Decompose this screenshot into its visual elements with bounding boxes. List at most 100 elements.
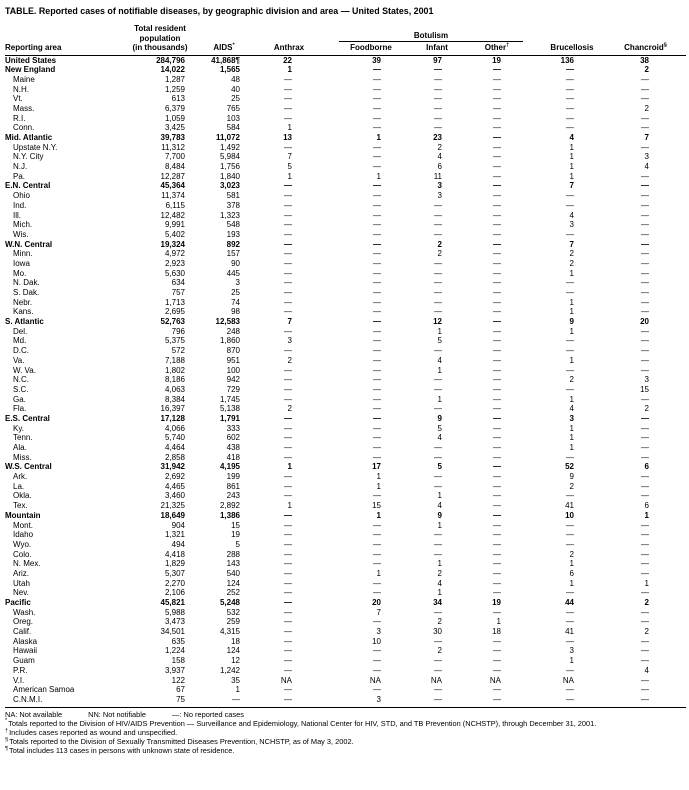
value-cell: — <box>493 268 501 278</box>
value-cell: 6 <box>437 162 442 172</box>
value-cell: — <box>434 220 442 230</box>
value-cell: 6 <box>569 568 574 578</box>
value-cell: 4,972 <box>164 249 185 259</box>
reporting-area-cell: Okla. <box>13 491 32 501</box>
value-cell: — <box>641 181 649 191</box>
value-cell: 41,868¶ <box>211 55 240 65</box>
value-cell: NA <box>489 675 501 685</box>
value-cell: 1,059 <box>164 113 185 123</box>
value-cell: — <box>284 549 292 559</box>
reporting-area-cell: Tenn. <box>13 433 33 443</box>
table-row: Mountain 18,649 1,386 — 1 9 — 10 1 <box>5 511 686 521</box>
value-cell: — <box>434 452 442 462</box>
value-cell: — <box>641 607 649 617</box>
value-cell: 1,224 <box>164 646 185 656</box>
value-cell: — <box>373 229 381 239</box>
value-cell: — <box>493 152 501 162</box>
value-cell: — <box>373 413 381 423</box>
table-row: Tex. 21,325 2,892 1 15 4 — 41 6 <box>5 501 686 511</box>
table-row: Guam 158 12 — — — — 1 — <box>5 656 686 666</box>
value-cell: — <box>284 239 292 249</box>
brucellosis-header: Brucellosis <box>539 24 605 56</box>
legend-item-nn: NN: Not notifiable <box>88 709 147 719</box>
value-cell: 2 <box>437 646 442 656</box>
reporting-area-cell: Conn. <box>13 123 35 133</box>
value-cell: 157 <box>226 249 240 259</box>
value-cell: — <box>373 520 381 530</box>
reporting-area-cell: Wash. <box>13 607 36 617</box>
value-cell: 2,692 <box>164 472 185 482</box>
value-cell: — <box>493 220 501 230</box>
value-cell: 445 <box>226 268 240 278</box>
value-cell: — <box>566 113 574 123</box>
reporting-area-cell: Va. <box>13 355 25 365</box>
value-cell: 19 <box>231 530 240 540</box>
value-cell: — <box>284 510 292 520</box>
value-cell: 4 <box>644 162 649 172</box>
value-cell: — <box>373 278 381 288</box>
value-cell: 124 <box>226 578 240 588</box>
footnote-line: †Includes cases reported as wound and un… <box>5 728 686 737</box>
table-row: Ala. 4,464 438 — — — — 1 — <box>5 443 686 453</box>
value-cell: 2 <box>287 404 292 414</box>
value-cell: — <box>284 346 292 356</box>
table-row: E.N. Central 45,364 3,023 — — 3 — 7 — <box>5 181 686 191</box>
value-cell: — <box>284 627 292 637</box>
value-cell: 2 <box>287 355 292 365</box>
value-cell: 20 <box>640 317 649 327</box>
value-cell: 8,484 <box>164 162 185 172</box>
value-cell: 333 <box>226 423 240 433</box>
value-cell: 31,942 <box>160 462 185 472</box>
value-cell: — <box>373 365 381 375</box>
value-cell: — <box>373 103 381 113</box>
table-row: Nev. 2,106 252 — — 1 — — — <box>5 588 686 598</box>
value-cell: 1 <box>569 394 574 404</box>
value-cell: — <box>641 258 649 268</box>
value-cell: 1 <box>437 491 442 501</box>
value-cell: 288 <box>226 549 240 559</box>
value-cell: — <box>493 549 501 559</box>
value-cell: 17 <box>372 462 381 472</box>
value-cell: 45,364 <box>160 181 185 191</box>
value-cell: 1 <box>437 559 442 569</box>
value-cell: 9 <box>569 472 574 482</box>
value-cell: — <box>434 65 442 75</box>
value-cell: — <box>493 94 501 104</box>
value-cell: — <box>641 646 649 656</box>
value-cell: — <box>493 210 501 220</box>
value-cell: — <box>493 530 501 540</box>
value-cell: 193 <box>226 229 240 239</box>
reporting-area-cell: American Samoa <box>13 685 75 695</box>
value-cell: 1 <box>376 171 381 181</box>
value-cell: — <box>493 694 501 704</box>
value-cell: 4,465 <box>164 481 185 491</box>
value-cell: 12 <box>433 317 442 327</box>
value-cell: 9,991 <box>164 220 185 230</box>
value-cell: 1 <box>287 171 292 181</box>
value-cell: — <box>434 307 442 317</box>
value-cell: 6 <box>644 462 649 472</box>
value-cell: 19 <box>492 598 501 607</box>
value-cell: — <box>284 142 292 152</box>
table-row: Utah 2,270 124 — — 4 — 1 1 <box>5 579 686 589</box>
value-cell: 90 <box>231 258 240 268</box>
value-cell: 25 <box>231 288 240 297</box>
value-cell: — <box>284 268 292 278</box>
value-cell: 4 <box>437 501 442 511</box>
value-cell: 9 <box>437 413 442 423</box>
value-cell: 1 <box>569 162 574 172</box>
value-cell: — <box>284 394 292 404</box>
value-cell: — <box>641 491 649 501</box>
value-cell: 1 <box>569 326 574 336</box>
value-cell: — <box>493 171 501 181</box>
table-row: Ark. 2,692 199 — 1 — — 9 — <box>5 472 686 482</box>
table-row: Pacific 45,821 5,248 — 20 34 19 44 2 <box>5 598 686 608</box>
value-cell: 5,248 <box>219 598 240 607</box>
reporting-area-cell: R.I. <box>13 113 26 123</box>
value-cell: — <box>493 588 501 598</box>
value-cell: 3,023 <box>219 181 240 191</box>
value-cell: — <box>641 520 649 530</box>
value-cell: 1 <box>569 559 574 569</box>
table-row: Wis. 5,402 193 — — — — — — <box>5 230 686 240</box>
value-cell: — <box>566 200 574 210</box>
